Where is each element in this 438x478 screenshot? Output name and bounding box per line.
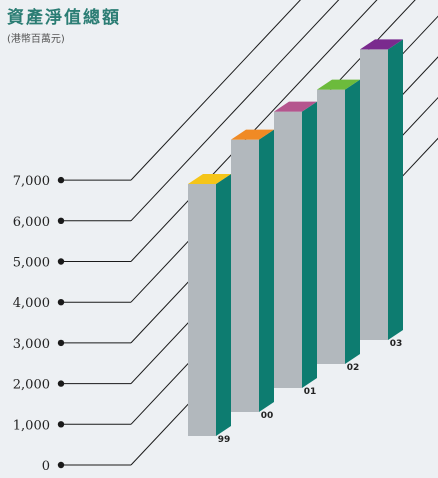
bar-top xyxy=(231,129,274,140)
chart-title: 資產淨值總額 xyxy=(7,8,121,28)
bar-02 xyxy=(317,79,360,364)
tick-dot xyxy=(57,339,65,347)
tick-dot xyxy=(57,461,65,469)
bar-side xyxy=(216,174,231,436)
x-tick-label: 02 xyxy=(347,363,360,373)
tick-dot xyxy=(57,421,65,428)
y-tick-label: 2,000 xyxy=(13,378,50,393)
bar-top xyxy=(274,101,317,112)
x-tick-label: 01 xyxy=(304,387,317,397)
tick-dot xyxy=(57,176,65,184)
y-tick-label: 0 xyxy=(42,459,50,474)
y-tick-label: 4,000 xyxy=(13,296,50,311)
bar-00 xyxy=(231,129,274,412)
bar-side xyxy=(259,129,274,412)
bar-side xyxy=(345,79,360,364)
bars xyxy=(188,39,403,436)
y-tick-label: 3,000 xyxy=(13,337,50,352)
y-tick-label: 5,000 xyxy=(13,256,50,271)
tick-dot xyxy=(57,217,65,224)
y-tick-label: 1,000 xyxy=(13,418,50,433)
bar-front xyxy=(274,111,302,388)
bar-03 xyxy=(360,39,403,341)
perspective-line xyxy=(130,0,340,222)
x-tick-label: 03 xyxy=(390,339,403,349)
y-tick-label: 6,000 xyxy=(13,215,50,230)
bar-front xyxy=(188,184,216,436)
bar-top xyxy=(360,39,403,50)
x-tick-label: 99 xyxy=(218,435,231,445)
bar-front xyxy=(360,49,388,341)
tick-dot xyxy=(57,380,65,387)
perspective-line xyxy=(130,0,301,181)
chart-subtitle: (港幣百萬元) xyxy=(7,34,65,45)
x-tick-label: 00 xyxy=(261,411,274,421)
bar-side xyxy=(302,101,317,388)
bar-99 xyxy=(188,174,231,436)
bar-top xyxy=(188,174,231,184)
tick-dot xyxy=(57,299,65,306)
y-axis-ticks: 0 1,000 2,000 3,000 4,000 5,000 6,000 7,000 xyxy=(13,174,65,474)
tick-dot xyxy=(57,258,65,265)
perspective-line xyxy=(130,0,378,262)
y-tick-label: 7,000 xyxy=(13,174,50,189)
x-axis-labels: 99 00 01 02 03 xyxy=(218,339,403,445)
bar-top xyxy=(317,79,360,90)
bar-side xyxy=(388,39,403,341)
bar-front xyxy=(231,139,259,412)
bar-front xyxy=(317,89,345,364)
bar-01 xyxy=(274,101,317,388)
